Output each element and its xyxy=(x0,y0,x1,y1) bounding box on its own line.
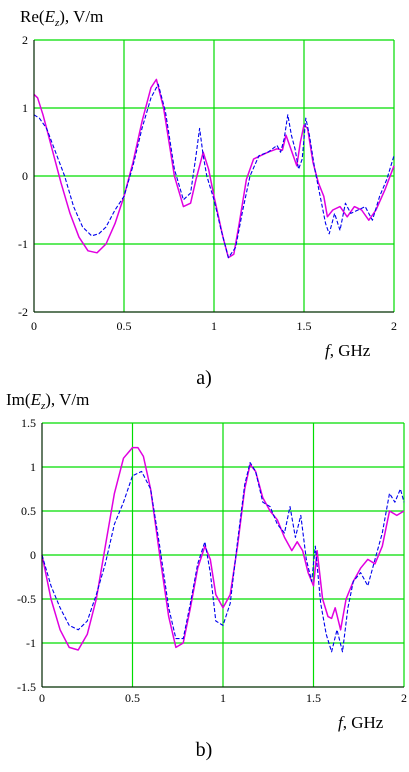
chart-im-ez: Im(Ez), V/m 1.5 1 0.5 0 -0.5 -1 -1.5 0 0.5 1 1.5 2… xyxy=(6,390,407,761)
series-line-dashed xyxy=(41,462,405,653)
y-tick-label: -1 xyxy=(18,237,28,251)
y-tick-label: 1 xyxy=(30,460,36,474)
chart-caption: a) xyxy=(196,367,212,389)
series-line-solid xyxy=(33,78,395,259)
y-tick-label: 0.5 xyxy=(21,504,36,518)
chart-re-ez: Re(Ez), V/m 2 1 0 -1 -2 0 0.5 1 1.5 2 f, GHz a) xyxy=(18,7,397,389)
x-axis-label: f, GHz xyxy=(338,713,384,732)
x-tick-label: 1.5 xyxy=(297,319,312,333)
y-tick-labels: 2 1 0 -1 -2 xyxy=(18,33,28,319)
axes xyxy=(41,423,404,688)
x-tick-label: 1 xyxy=(211,319,217,333)
x-tick-label: 2 xyxy=(391,319,397,333)
x-tick-label: 2 xyxy=(401,691,407,705)
y-tick-labels: 1.5 1 0.5 0 -0.5 -1 -1.5 xyxy=(17,416,36,694)
y-tick-label: -2 xyxy=(18,305,28,319)
y-axis-label: Re(Ez), V/m xyxy=(20,7,103,29)
y-tick-label: 1 xyxy=(22,101,28,115)
y-tick-label: 0 xyxy=(30,548,36,562)
y-tick-label: -1.5 xyxy=(17,680,36,694)
axes xyxy=(33,40,394,313)
series-group xyxy=(41,446,405,653)
series-line-dashed xyxy=(33,83,395,259)
y-tick-label: -0.5 xyxy=(17,592,36,606)
x-tick-labels: 0 0.5 1 1.5 2 xyxy=(39,691,407,705)
x-tick-labels: 0 0.5 1 1.5 2 xyxy=(31,319,397,333)
x-tick-label: 1 xyxy=(220,691,226,705)
y-tick-label: -1 xyxy=(26,636,36,650)
x-tick-label: 0.5 xyxy=(125,691,140,705)
y-tick-label: 1.5 xyxy=(21,416,36,430)
x-tick-label: 1.5 xyxy=(306,691,321,705)
x-tick-label: 0.5 xyxy=(117,319,132,333)
series-group xyxy=(33,78,395,259)
x-tick-label: 0 xyxy=(39,691,45,705)
y-axis-label: Im(Ez), V/m xyxy=(6,390,89,412)
x-tick-label: 0 xyxy=(31,319,37,333)
x-axis-label: f, GHz xyxy=(325,341,371,360)
y-tick-label: 2 xyxy=(22,33,28,47)
chart-caption: b) xyxy=(196,739,213,761)
y-tick-label: 0 xyxy=(22,169,28,183)
